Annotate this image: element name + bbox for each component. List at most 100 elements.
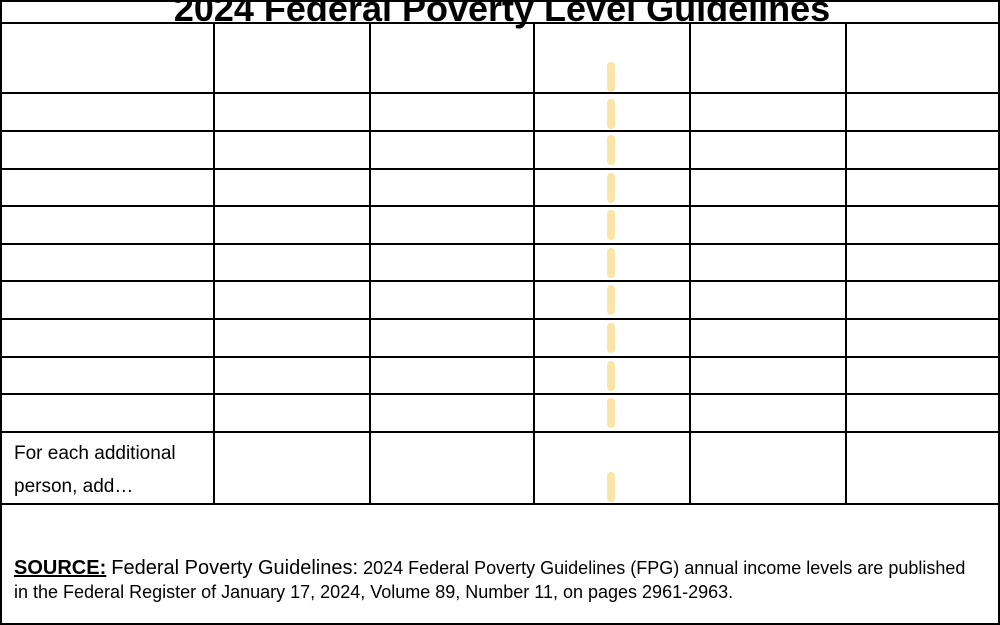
header-cell (369, 62, 533, 92)
data-cell (2, 207, 213, 245)
data-cell (533, 132, 689, 170)
highlighted-value (607, 62, 615, 92)
row-rule (2, 22, 998, 24)
data-cell (369, 282, 533, 320)
data-cell (689, 320, 845, 358)
row-rule (2, 318, 998, 320)
row-rule (2, 205, 998, 208)
highlighted-value (607, 247, 615, 278)
header-cell (845, 96, 998, 132)
data-cell (369, 245, 533, 283)
data-cell (533, 245, 689, 283)
highlighted-value (607, 398, 615, 429)
additional-value (845, 467, 998, 507)
source-heading: Federal Poverty Guidelines: (111, 557, 359, 579)
row-rule (2, 393, 998, 396)
data-cell (213, 358, 369, 396)
data-cell (845, 282, 998, 320)
header-cell (689, 96, 845, 132)
data-cell (533, 358, 689, 396)
additional-value (533, 467, 689, 507)
data-cell (213, 170, 369, 208)
header-cell (533, 62, 689, 92)
data-cell (213, 132, 369, 170)
data-cell (213, 320, 369, 358)
highlighted-value (607, 135, 615, 165)
data-cell (845, 320, 998, 358)
data-cell (845, 358, 998, 396)
column-rule (845, 22, 847, 503)
data-cell (369, 358, 533, 396)
highlighted-value (607, 360, 615, 391)
highlighted-value (607, 210, 615, 241)
column-rule (689, 22, 691, 503)
header-cell (533, 96, 689, 132)
additional-value (689, 467, 845, 507)
data-cell (845, 395, 998, 433)
row-rule (2, 167, 998, 170)
additional-value (213, 467, 369, 507)
highlighted-value (607, 172, 615, 203)
data-cell (369, 207, 533, 245)
source-label: SOURCE: (14, 557, 107, 579)
data-cell (533, 320, 689, 358)
row-rule (2, 130, 998, 132)
column-rule (533, 22, 535, 503)
column-rule (369, 22, 371, 503)
additional-label: person, add… (14, 475, 134, 497)
row-rule (2, 280, 998, 283)
data-cell (689, 245, 845, 283)
header-cell (689, 62, 845, 92)
additional-value (369, 467, 533, 507)
data-cell (2, 282, 213, 320)
data-cell (2, 395, 213, 433)
data-cell (213, 245, 369, 283)
row-rule (2, 92, 998, 94)
header-cell (213, 62, 369, 92)
title: 2024 Federal Poverty Level Guidelines (173, 0, 831, 29)
highlighted-value (607, 323, 615, 353)
data-cell (2, 320, 213, 358)
row-rule (2, 242, 998, 245)
column-rule (213, 22, 215, 503)
data-cell (2, 245, 213, 283)
data-cell (213, 207, 369, 245)
data-cell (2, 358, 213, 396)
data-cell (845, 207, 998, 245)
data-cell (689, 358, 845, 396)
data-cell (369, 320, 533, 358)
row-rule (2, 355, 998, 358)
highlighted-value (607, 285, 615, 316)
data-cell (369, 395, 533, 433)
data-cell (689, 282, 845, 320)
data-cell (213, 282, 369, 320)
data-cell (689, 395, 845, 433)
header-cell (2, 62, 213, 92)
source-text: 2024 Federal Poverty Guidelines (FPG) an… (14, 558, 966, 602)
data-cell (533, 395, 689, 433)
header-cell (369, 96, 533, 132)
data-cell (689, 132, 845, 170)
data-cell (533, 282, 689, 320)
data-cell (845, 170, 998, 208)
data-cell (845, 245, 998, 283)
data-cell (2, 170, 213, 208)
highlighted-value (607, 99, 615, 129)
data-cell (845, 132, 998, 170)
data-cell (689, 170, 845, 208)
data-cell (2, 132, 213, 170)
header-cell (213, 96, 369, 132)
data-cell (369, 132, 533, 170)
header-cell (845, 62, 998, 92)
source-note: SOURCE: Federal Poverty Guidelines: 2024… (14, 556, 979, 604)
row-rule (2, 430, 998, 433)
highlighted-value (607, 471, 615, 502)
data-cell (533, 170, 689, 208)
row-rule (2, 503, 998, 505)
data-cell (533, 207, 689, 245)
data-cell (689, 207, 845, 245)
data-cell (213, 395, 369, 433)
additional-label: For each additional (14, 442, 176, 464)
data-cell (369, 170, 533, 208)
